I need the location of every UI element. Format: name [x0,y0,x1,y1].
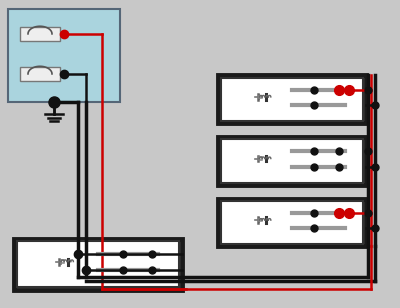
Bar [218,75,366,123]
Bar [14,239,182,290]
Bar [221,78,363,121]
Bar [218,137,366,185]
Bar [20,27,60,41]
Bar [20,67,60,81]
Bar [17,241,179,287]
Bar [8,9,120,102]
Bar [221,139,363,183]
Bar [221,201,363,244]
Bar [218,199,366,246]
